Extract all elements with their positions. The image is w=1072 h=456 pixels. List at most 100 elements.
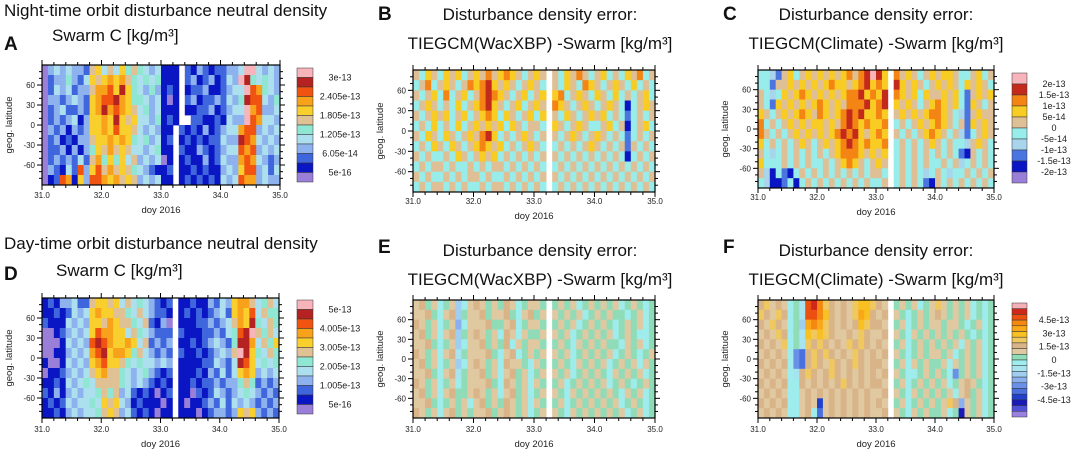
heatmap-cell (970, 109, 977, 120)
heatmap-cell (431, 378, 438, 389)
heatmap-cell (497, 171, 505, 183)
heatmap-cell (606, 378, 614, 389)
heatmap-cell (491, 329, 499, 340)
heatmap-cell (805, 148, 812, 159)
heatmap-cell (190, 388, 197, 399)
heatmap-cell (846, 309, 853, 321)
heatmap-cell (274, 135, 281, 146)
heatmap-cell (648, 171, 656, 183)
heatmap-cell (952, 148, 959, 159)
heatmap-cell (142, 338, 150, 349)
heatmap-cell (564, 329, 571, 340)
colorbar-swatch (1011, 116, 1028, 129)
heatmap-cell (521, 181, 529, 193)
heatmap-cell (881, 329, 889, 340)
heatmap-cell (491, 319, 499, 330)
heatmap-cell (793, 168, 800, 179)
heatmap-cell (624, 171, 632, 183)
heatmap-cell (534, 141, 541, 152)
heatmap-cell (876, 329, 883, 340)
heatmap-cell (606, 151, 614, 162)
heatmap-cell (178, 358, 185, 369)
heatmap-cell (207, 308, 215, 319)
heatmap-cell (243, 368, 250, 379)
heatmap-cell (799, 138, 806, 150)
heatmap-cell (893, 109, 900, 120)
colorbar-swatch (296, 366, 314, 377)
heatmap-cell (124, 408, 132, 419)
heatmap-cell (113, 348, 120, 359)
heatmap-cell (612, 70, 620, 81)
heatmap-cell (594, 319, 601, 330)
heatmap-cell (606, 181, 614, 193)
heatmap-cell (852, 388, 859, 399)
heatmap-cell (95, 328, 102, 339)
heatmap-cell (648, 349, 656, 360)
heatmap-cell (940, 339, 948, 350)
heatmap-cell (828, 129, 836, 140)
heatmap-cell (59, 125, 67, 136)
heatmap-cell (570, 151, 577, 162)
heatmap-cell (540, 388, 547, 399)
heatmap-cell (864, 319, 871, 330)
heatmap-cell (624, 131, 632, 142)
heatmap-cell (119, 298, 126, 309)
heatmap-cell (449, 398, 456, 409)
heatmap-cell (834, 148, 841, 159)
heatmap-cell (958, 119, 965, 130)
heatmap-cell (232, 155, 239, 166)
heatmap-cell (155, 105, 162, 116)
heatmap-cell (226, 135, 233, 146)
heatmap-cell (630, 110, 638, 122)
heatmap-cell (636, 131, 644, 142)
heatmap-cell (881, 119, 889, 130)
heatmap-cell (77, 358, 84, 369)
heatmap-cell (130, 298, 138, 309)
heatmap-cell (71, 115, 79, 126)
heatmap-cell (503, 359, 511, 370)
heatmap-cell (570, 161, 577, 173)
heatmap-cell (208, 145, 215, 156)
heatmap-cell (491, 368, 499, 380)
heatmap-cell (77, 388, 84, 399)
heatmap-cell (982, 349, 989, 360)
heatmap-cell (793, 129, 800, 140)
heatmap-cell (564, 131, 571, 142)
colorbar-swatch (1011, 393, 1028, 401)
heatmap-cell (828, 109, 836, 120)
heatmap-cell (805, 329, 812, 340)
heatmap-cell (642, 368, 650, 380)
x-axis-label: doy 2016 (141, 205, 180, 216)
heatmap-cell (220, 65, 227, 76)
heatmap-cell (262, 75, 269, 86)
heatmap-cell (787, 398, 794, 409)
heatmap-cell (249, 388, 256, 399)
heatmap-cell (485, 408, 493, 419)
heatmap-cell (787, 119, 794, 130)
heatmap-cell (822, 388, 830, 399)
heatmap-cell (630, 300, 638, 311)
heatmap-cell (213, 308, 221, 319)
heatmap-cell (178, 368, 185, 379)
colorbar-swatch (1011, 149, 1028, 162)
heatmap-cell (77, 175, 85, 186)
heatmap-cell (923, 388, 930, 399)
heatmap-cell (775, 89, 782, 100)
heatmap-cell (244, 95, 251, 106)
heatmap-cell (929, 89, 936, 100)
colorbar-swatch (1011, 354, 1028, 361)
heatmap-cell (822, 138, 830, 150)
heatmap-cell (137, 95, 144, 106)
heatmap-cell (521, 378, 529, 389)
heatmap-cell (202, 115, 209, 126)
heatmap-cell (799, 319, 806, 330)
heatmap-cell (588, 349, 595, 360)
heatmap-cell (911, 158, 918, 169)
heatmap-cell (970, 378, 977, 389)
heatmap-cell (250, 65, 257, 76)
heatmap-cell (935, 368, 942, 380)
heatmap-cell (71, 328, 78, 339)
colorbar-swatch (296, 337, 314, 348)
heatmap-cell (893, 300, 900, 311)
heatmap-cell (262, 105, 269, 116)
